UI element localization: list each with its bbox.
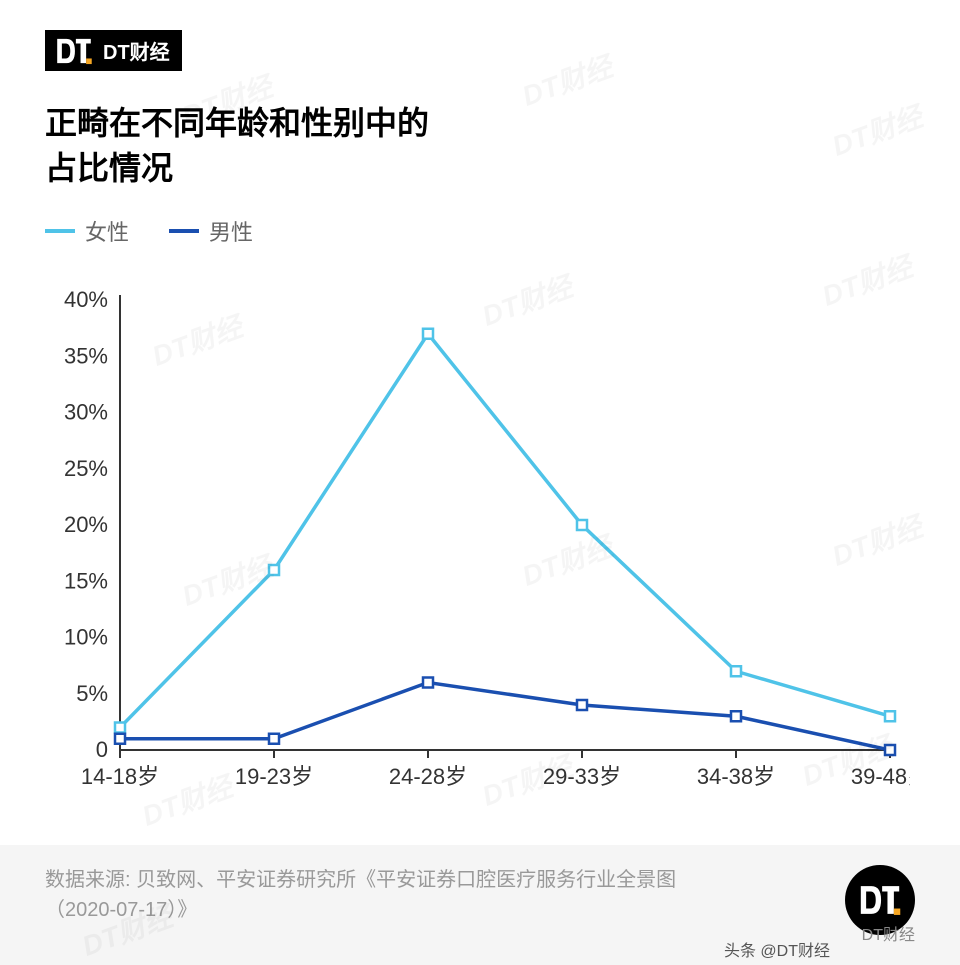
svg-text:24-28岁: 24-28岁: [389, 764, 467, 789]
svg-text:25%: 25%: [64, 456, 108, 481]
svg-text:5%: 5%: [76, 681, 108, 706]
header: DT财经: [0, 0, 960, 71]
svg-text:30%: 30%: [64, 400, 108, 425]
line-chart: 0 5% 10% 15% 20% 25% 30% 35% 40% 14-18岁 19-23岁 24-2…: [50, 290, 910, 800]
chart-title-line1: 正畸在不同年龄和性别中的: [45, 101, 960, 146]
legend-swatch-female: [45, 229, 75, 233]
svg-text:40%: 40%: [64, 290, 108, 312]
legend-label-female: 女性: [85, 215, 129, 247]
svg-text:0: 0: [96, 737, 108, 762]
svg-text:15%: 15%: [64, 568, 108, 593]
chart-card: DT财经 正畸在不同年龄和性别中的 占比情况 女性 男性 0 5% 10% 15% 20…: [0, 0, 960, 965]
brand-logo: DT财经: [45, 30, 182, 71]
legend: 女性 男性: [0, 191, 960, 247]
dt-logo-icon: [55, 37, 93, 65]
svg-text:10%: 10%: [64, 625, 108, 650]
footer-brand-text: DT财经: [862, 921, 915, 945]
legend-item-female: 女性: [45, 215, 129, 247]
chart-title-block: 正畸在不同年龄和性别中的 占比情况: [0, 71, 960, 191]
chart-svg: 0 5% 10% 15% 20% 25% 30% 35% 40% 14-18岁 19-23岁 24-2…: [50, 290, 910, 800]
legend-label-male: 男性: [209, 215, 253, 247]
chart-title-line2: 占比情况: [45, 146, 960, 191]
source-text: 数据来源: 贝致网、平安证券研究所《平安证券口腔医疗服务行业全景图（2020-0…: [45, 865, 745, 925]
legend-swatch-male: [169, 229, 199, 233]
svg-text:20%: 20%: [64, 512, 108, 537]
brand-name: DT财经: [103, 36, 170, 65]
svg-text:14-18岁: 14-18岁: [81, 764, 159, 789]
svg-text:35%: 35%: [64, 343, 108, 368]
source-body: 贝致网、平安证券研究所《平安证券口腔医疗服务行业全景图（2020-07-17）》: [45, 869, 676, 921]
svg-text:39-48岁: 39-48岁: [851, 764, 910, 789]
svg-text:19-23岁: 19-23岁: [235, 764, 313, 789]
source-prefix: 数据来源:: [45, 869, 136, 891]
svg-text:29-33岁: 29-33岁: [543, 764, 621, 789]
attribution-text: 头条 @DT财经: [724, 937, 830, 961]
legend-item-male: 男性: [169, 215, 253, 247]
svg-text:34-38岁: 34-38岁: [697, 764, 775, 789]
